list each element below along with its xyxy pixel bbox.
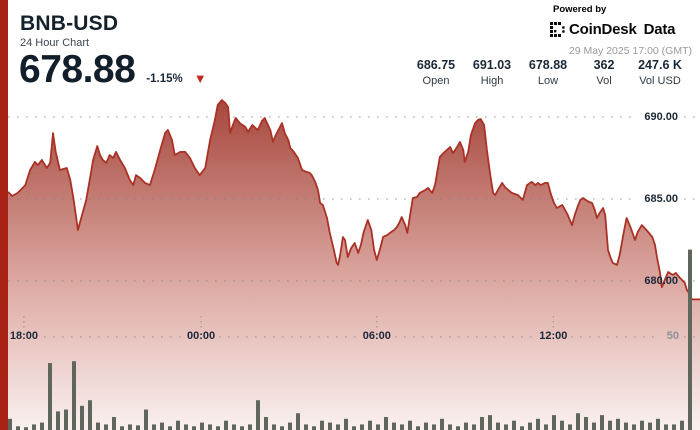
chart-timestamp: 29 May 2025 17:00 (GMT) [568,45,692,57]
ohlc-stats-row: 686.75 Open 691.03 High 678.88 Low 362 V… [408,58,688,87]
stat-vol: 362 Vol [576,58,632,87]
stat-high-label: High [480,75,504,87]
symbol-title: BNB-USD [20,12,119,35]
stat-vol-label: Vol [596,75,612,87]
stat-vol-usd: 247.6 K Vol USD [632,58,688,87]
y-axis-label: 690.00 [644,111,678,123]
stat-open-label: Open [422,75,450,87]
stat-low: 678.88 Low [520,58,576,87]
coindesk-brand-text: CoinDesk [569,21,637,38]
stat-open: 686.75 Open [408,58,464,87]
coindesk-icon [550,22,565,37]
current-price: 678.88 [19,48,136,91]
stat-low-value: 678.88 [528,58,568,72]
down-arrow-icon: ▼ [193,71,207,86]
stat-vol-value: 362 [593,58,615,72]
stat-low-label: Low [537,75,559,87]
y-axis-label: 680.00 [644,275,678,287]
stat-high-value: 691.03 [472,58,512,72]
volume-axis-label: 50 [666,330,679,342]
stat-high: 691.03 High [464,58,520,87]
x-axis-label: 12:00 [539,330,568,342]
powered-by-label: Powered by [553,4,607,15]
x-axis-label: 06:00 [362,330,391,342]
coindesk-brand-text2: Data [643,21,676,38]
stat-open-value: 686.75 [416,58,456,72]
price-row: 678.88 -1.15% ▼ [19,48,207,91]
price-change-percent: -1.15% [146,73,183,85]
x-axis-label: 00:00 [186,330,216,342]
chart-subtitle: 24 Hour Chart [20,37,90,49]
y-axis-label: 685.00 [644,193,678,205]
coindesk-data-logo[interactable]: CoinDesk Data [550,21,676,38]
stat-vol-usd-label: Vol USD [639,75,681,87]
stat-vol-usd-value: 247.6 K [638,58,682,72]
x-axis-label: 18:00 [9,330,38,342]
accent-bar [0,0,8,430]
